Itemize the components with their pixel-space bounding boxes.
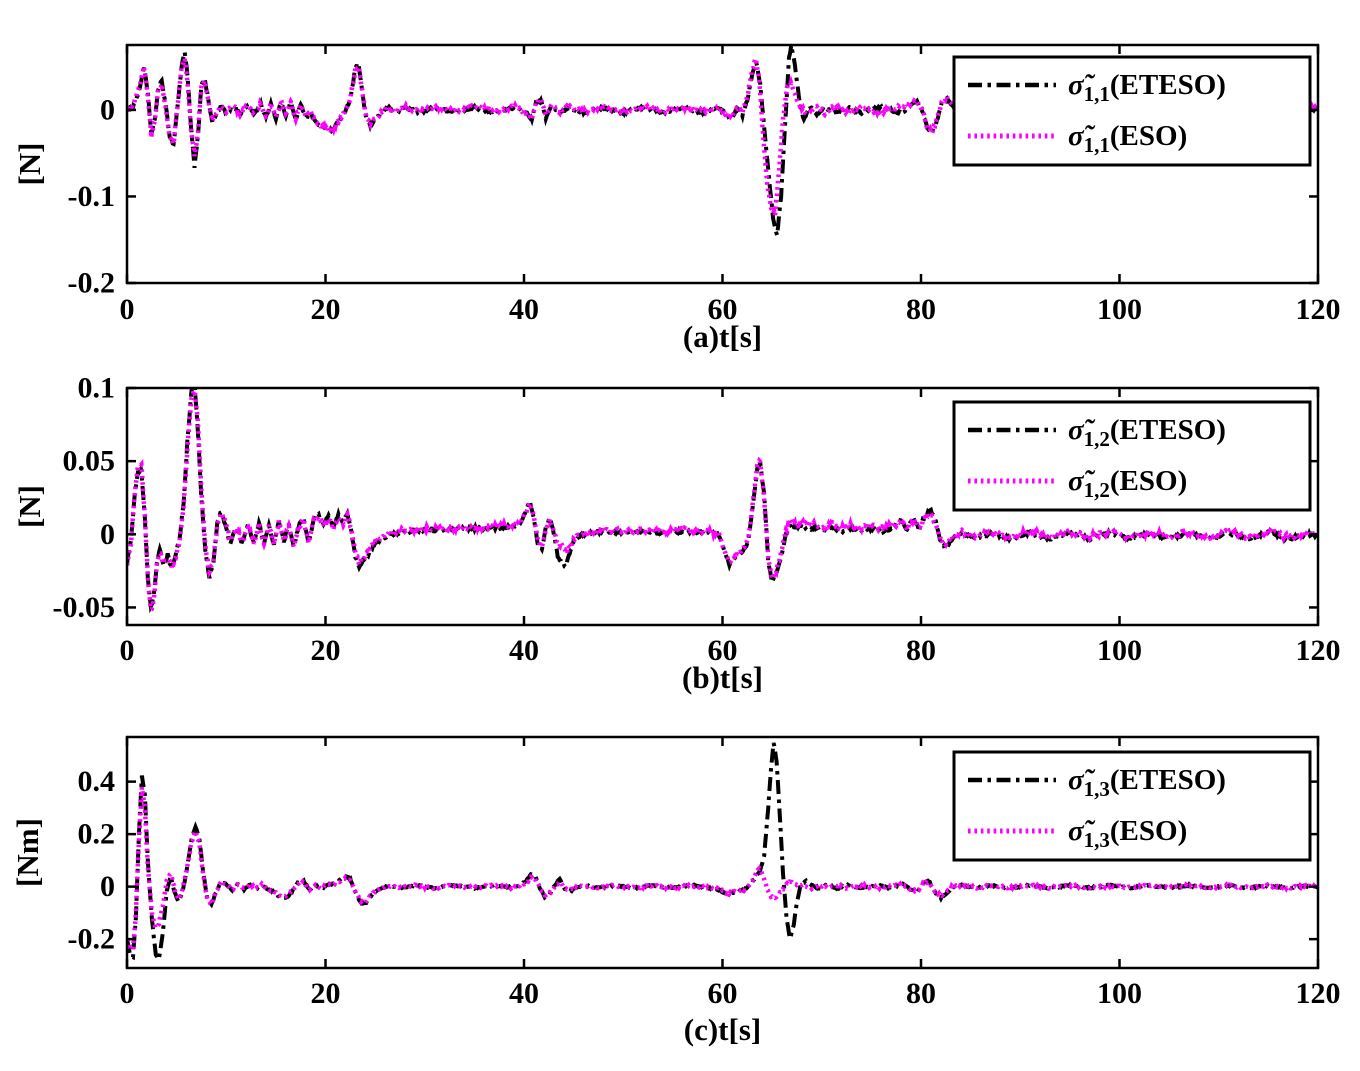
y-tick-label: 0	[100, 93, 115, 126]
x-tick-label: 20	[311, 977, 341, 1010]
x-tick-label: 120	[1296, 977, 1341, 1010]
series-group	[127, 742, 1318, 965]
legend-entry-label-eteso: σ̃1,2(ETESO)	[1068, 414, 1226, 451]
x-tick-label: 80	[906, 977, 936, 1010]
y-tick-label: -0.05	[53, 591, 116, 624]
x-tick-label: 60	[708, 634, 738, 667]
legend: σ̃1,1(ETESO) σ̃1,1(ESO)	[952, 55, 1312, 167]
x-tick-label: 0	[120, 634, 135, 667]
series-group	[127, 388, 1318, 614]
x-tick-label: 60	[708, 293, 738, 326]
x-tick-label: 80	[906, 634, 936, 667]
y-tick-label: 0.1	[78, 372, 116, 405]
legend-box	[952, 55, 1312, 167]
x-tick-label: 80	[906, 293, 936, 326]
x-tick-label: 120	[1296, 293, 1341, 326]
chart-c: 0 20 40 60 80 100 120 0.4 0.2 0 -0.2 [Nm] (c)t[s] σ̃1…	[0, 714, 1360, 1071]
x-tick-label: 100	[1097, 977, 1142, 1010]
x-tick-label: 20	[311, 634, 341, 667]
y-axis-label: [Nm]	[10, 818, 45, 887]
chart-b: 0 20 40 60 80 100 120 0.1 0.05 0 -0.05 [N] (b)t[s] σ̃…	[0, 357, 1360, 714]
legend-entry-label-eteso: σ̃1,1(ETESO)	[1068, 69, 1226, 106]
legend-entry-label-eso: σ̃1,3(ESO)	[1068, 815, 1187, 852]
plot-svg-a: 0 20 40 60 80 100 120 0 -0.1 -0.2 [N] (a)t[s] σ̃1,1(…	[12, 43, 1341, 354]
series-line-eso	[127, 786, 1318, 956]
x-tick-label: 120	[1296, 634, 1341, 667]
y-tick-label: -0.2	[68, 923, 116, 956]
y-tick-label: 0	[100, 518, 115, 551]
legend: σ̃1,2(ETESO) σ̃1,2(ESO)	[952, 400, 1312, 512]
y-tick-label: -0.2	[68, 267, 116, 300]
x-tick-label: 20	[311, 293, 341, 326]
y-tick-label: 0.2	[78, 818, 116, 851]
legend-box	[952, 400, 1312, 512]
y-tick-label: 0	[100, 870, 115, 903]
y-tick-label: -0.1	[68, 180, 116, 213]
x-tick-label: 100	[1097, 293, 1142, 326]
x-tick-label: 0	[120, 977, 135, 1010]
x-tick-label: 40	[509, 634, 539, 667]
x-tick-label: 40	[509, 977, 539, 1010]
x-tick-label: 60	[708, 977, 738, 1010]
y-axis-label: [N]	[12, 485, 47, 528]
plot-svg-c: 0 20 40 60 80 100 1200.40.20-0.2[Nm](c)t[s]σ̃1…	[10, 735, 1341, 1047]
x-tick-label: 0	[120, 293, 135, 326]
legend: σ̃1,3(ETESO)σ̃1,3(ESO)	[952, 750, 1312, 862]
y-axis-label: [N]	[12, 142, 47, 185]
y-tick-label: 0.05	[63, 445, 116, 478]
plot-svg-b: 0 20 40 60 80 100 1200.10.050-0.05[N](b)t[s]σ̃…	[12, 372, 1341, 696]
x-axis-label: (a)t[s]	[683, 319, 762, 354]
x-axis-label: (c)t[s]	[684, 1012, 761, 1047]
legend-entry-label-eso: σ̃1,2(ESO)	[1068, 465, 1187, 502]
series-line-eteso	[127, 742, 1318, 965]
y-tick-label: 0.4	[78, 765, 116, 798]
chart-a: 0 20 40 60 80 100 120 0 -0.1 -0.2 [N] (a)t[s] σ̃1,1(…	[0, 0, 1360, 357]
legend-entry-label-eso: σ̃1,1(ESO)	[1068, 120, 1187, 157]
x-axis-label: (b)t[s]	[682, 660, 763, 695]
x-tick-label: 100	[1097, 634, 1142, 667]
legend-box	[952, 750, 1312, 862]
x-tick-label: 40	[509, 293, 539, 326]
